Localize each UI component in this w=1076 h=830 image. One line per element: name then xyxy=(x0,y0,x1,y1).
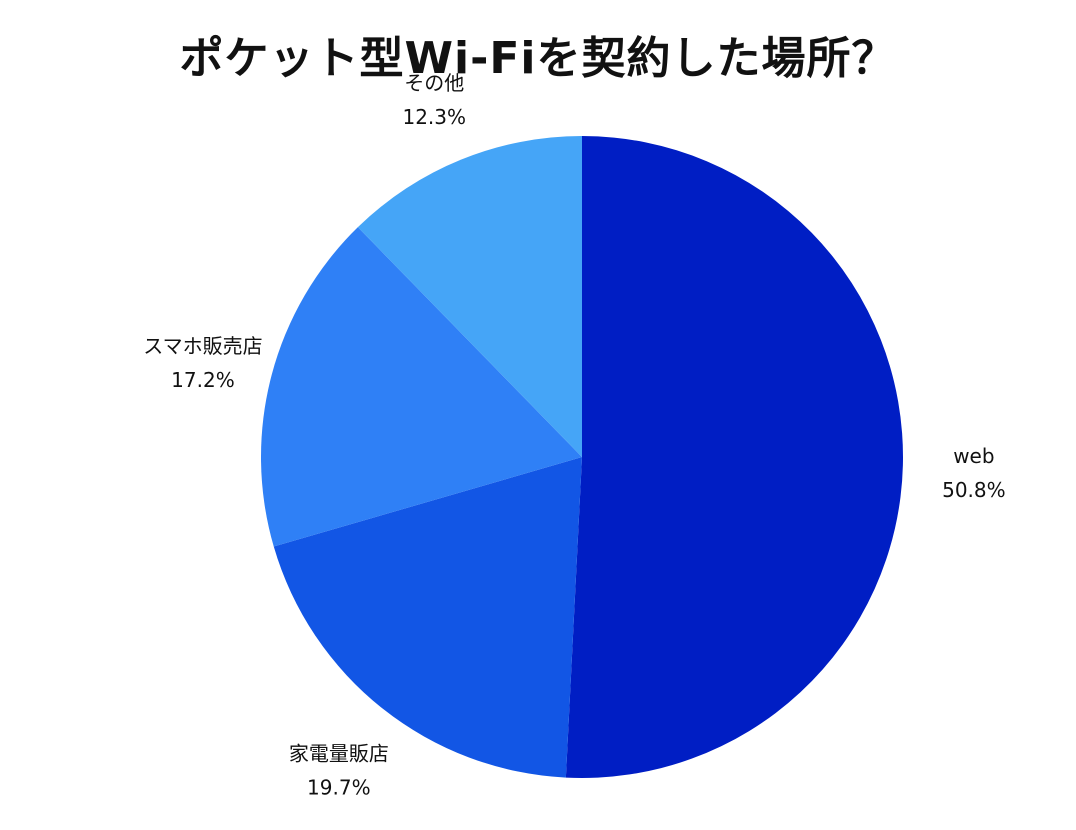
slice-label-0: web xyxy=(953,444,994,468)
slice-1 xyxy=(273,457,582,778)
slice-value-label-0: 50.8% xyxy=(942,478,1006,502)
slice-0 xyxy=(565,136,904,778)
slice-label-2: スマホ販売店 xyxy=(143,334,262,358)
slice-value-label-3: 12.3% xyxy=(402,105,466,129)
slice-3 xyxy=(357,136,582,457)
slice-2 xyxy=(261,227,582,547)
slice-labels: web 50.8% 家電量販店 19.7% スマホ販売店 17.2% その他 12.3% xyxy=(143,71,1005,800)
chart-title: ポケット型Wi-Fiを契約した場所？ xyxy=(179,33,897,84)
slice-label-1: 家電量販店 xyxy=(289,741,389,765)
slice-value-label-1: 19.7% xyxy=(307,775,371,799)
pie-slices xyxy=(261,136,904,778)
slice-label-3: その他 xyxy=(404,71,464,95)
slice-value-label-2: 17.2% xyxy=(171,368,235,392)
